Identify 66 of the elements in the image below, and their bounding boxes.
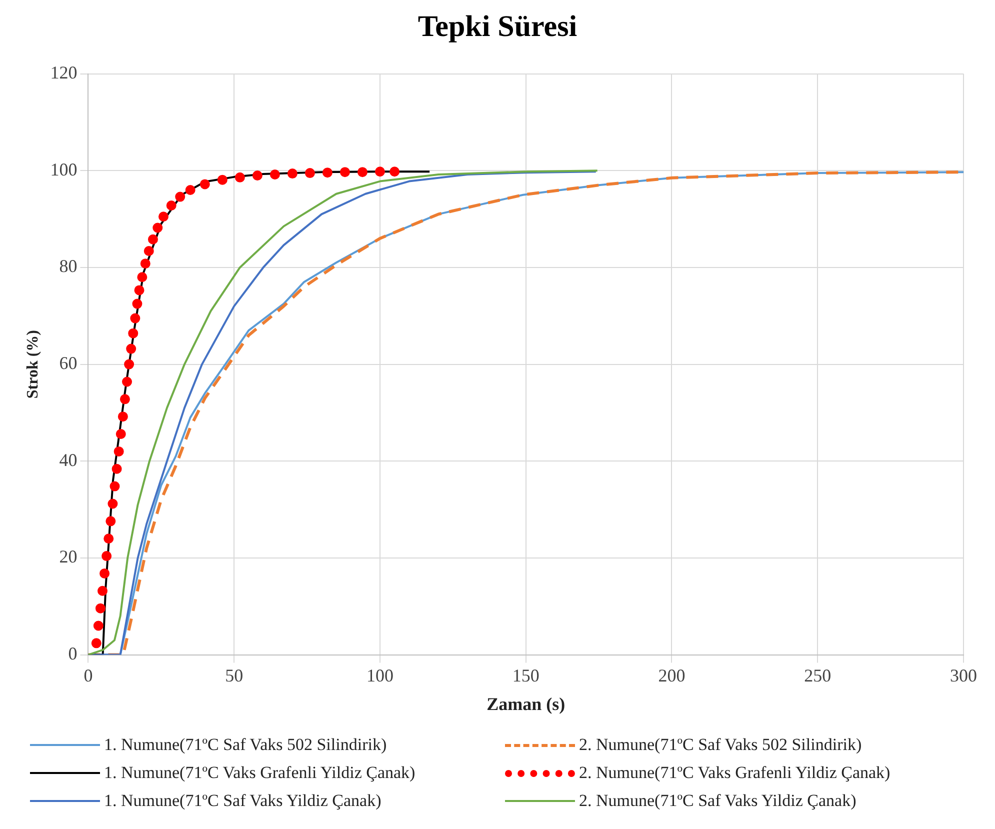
legend-label: 1. Numune(71ºC Saf Vaks 502 Silindirik) (104, 735, 387, 755)
point (128, 328, 138, 338)
point (102, 551, 112, 562)
legend-label: 1. Numune(71ºC Saf Vaks Yildiz Çanak) (104, 791, 382, 811)
legend-label: 2. Numune(71ºC Vaks Grafenli Yildiz Çanak) (579, 763, 890, 783)
x-tick-label: 0 (84, 665, 93, 686)
point (175, 192, 186, 202)
point (152, 222, 163, 233)
point (287, 168, 298, 179)
point (357, 167, 368, 178)
x-tick-label: 100 (366, 665, 394, 686)
point (217, 174, 228, 185)
y-tick-label: 0 (68, 644, 78, 664)
point (93, 620, 104, 631)
x-tick-label: 300 (950, 665, 977, 686)
point (390, 166, 400, 177)
point (122, 376, 132, 387)
point (200, 179, 210, 190)
y-tick-label: 100 (50, 159, 78, 180)
point (106, 516, 116, 526)
point (118, 412, 128, 422)
point (270, 170, 280, 180)
y-axis-title: Strok (%) (24, 330, 42, 399)
point (144, 246, 154, 256)
x-axis-title: Zaman (s) (486, 694, 566, 714)
point (110, 481, 120, 492)
point (148, 234, 158, 244)
y-tick-label: 120 (50, 62, 78, 83)
point (140, 258, 150, 269)
point (97, 586, 108, 596)
x-tick-label: 200 (658, 665, 686, 686)
point (252, 170, 262, 180)
point (91, 638, 102, 648)
point (185, 185, 196, 195)
point (120, 394, 130, 404)
x-tick-label: 50 (225, 665, 244, 686)
legend-label: 2. Numune(71ºC Saf Vaks Yildiz Çanak) (579, 791, 856, 811)
point (124, 359, 134, 370)
point (116, 429, 126, 440)
chart-title: Tepki Süresi (416, 10, 578, 44)
point (137, 272, 148, 282)
point (234, 172, 245, 182)
point (158, 212, 168, 222)
point (95, 603, 106, 614)
point (340, 167, 350, 178)
point (130, 313, 140, 324)
point (304, 168, 315, 178)
point (126, 344, 136, 354)
x-tick-label: 250 (804, 665, 832, 686)
point (114, 446, 124, 456)
point (374, 166, 385, 177)
y-tick-label: 60 (59, 353, 78, 374)
point (108, 498, 118, 509)
y-tick-label: 40 (59, 450, 78, 470)
legend-label: 1. Numune(71ºC Vaks Grafenli Yildiz Çanak) (104, 763, 416, 783)
x-tick-label: 150 (512, 665, 540, 686)
point (322, 168, 332, 178)
point (112, 464, 122, 474)
point (100, 568, 110, 578)
y-tick-label: 20 (59, 546, 78, 567)
y-tick-label: 80 (59, 256, 78, 276)
point (134, 285, 144, 296)
point (166, 200, 176, 210)
point (132, 298, 142, 309)
point (104, 534, 114, 544)
legend-label: 2. Numune(71ºC Saf Vaks 502 Silindirik) (579, 735, 862, 755)
